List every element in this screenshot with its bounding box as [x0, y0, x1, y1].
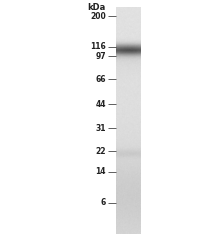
Text: 31: 31	[95, 124, 106, 133]
Text: 97: 97	[95, 52, 106, 61]
Text: 6: 6	[101, 198, 106, 207]
Text: kDa: kDa	[88, 3, 106, 12]
Text: 66: 66	[95, 75, 106, 84]
Text: 14: 14	[95, 167, 106, 176]
Text: 22: 22	[95, 147, 106, 156]
Text: 116: 116	[90, 42, 106, 51]
Text: 200: 200	[90, 12, 106, 21]
Text: 44: 44	[95, 100, 106, 109]
